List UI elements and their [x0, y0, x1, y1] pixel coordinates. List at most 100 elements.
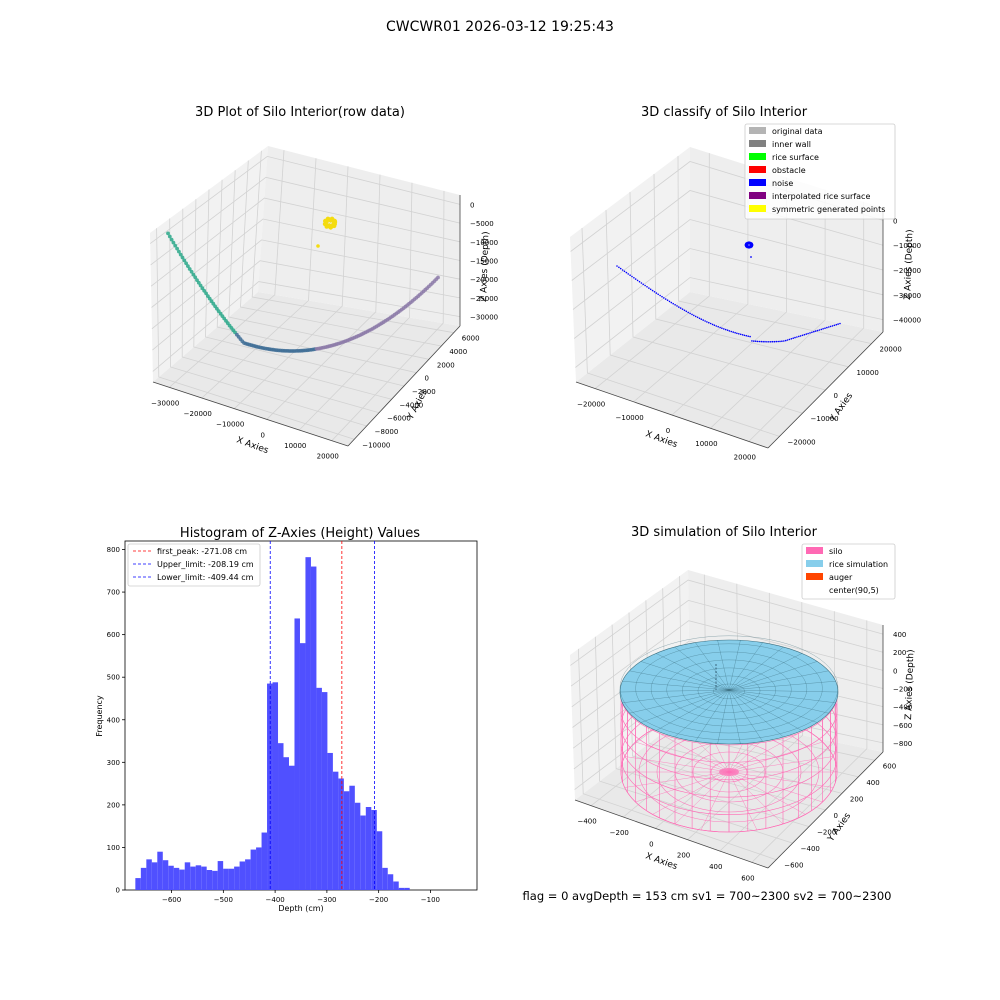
histogram-bar [234, 866, 240, 890]
silo-bottom-spoke [652, 771, 730, 815]
classify-left-pane [570, 147, 690, 382]
raw-data-point [191, 272, 196, 277]
raw-y-gridline [169, 218, 367, 427]
noise-point [640, 282, 643, 284]
noise-point [756, 340, 759, 343]
noise-point [655, 292, 658, 294]
histogram-y-tick-label: 200 [107, 801, 120, 809]
histogram-y-tick-label: 600 [107, 631, 120, 639]
noise-point [719, 326, 721, 329]
raw-y-tick: 4000 [449, 348, 467, 356]
noise-point [779, 340, 781, 343]
rice-surface-mesh-spoke [728, 689, 763, 742]
raw-y-tick: −10000 [362, 441, 390, 449]
noise-point [839, 322, 841, 325]
histogram-legend: first_peak: -271.08 cm Upper_limit: -208.… [127, 543, 261, 587]
rice-surface-mesh-spoke [695, 642, 730, 691]
histogram-x-tick-label: −300 [317, 896, 336, 904]
noise-point [648, 287, 650, 289]
noise-point [792, 337, 794, 340]
raw-x-gridline [266, 174, 381, 420]
histogram-bar [283, 757, 289, 890]
simulation-z-tick: −200 [893, 686, 912, 694]
simulation-legend-frame [801, 543, 896, 600]
classify-x-tick: 0 [666, 427, 670, 435]
classify-x-tick: −20000 [577, 401, 605, 409]
histogram-bar [261, 832, 268, 890]
histogram-bar [157, 851, 163, 890]
simulation-y-gridline [645, 600, 843, 794]
simulation-x-tick: 0 [649, 840, 653, 848]
classify-plot-title: 3D classify of Silo Interior [641, 105, 808, 120]
histogram-bar [212, 870, 218, 890]
noise-point [638, 280, 641, 283]
noise-point [706, 321, 708, 323]
histogram-bar [179, 869, 185, 890]
raw-x-tick: 0 [261, 431, 265, 439]
classify-legend-label: obstacle [772, 166, 806, 175]
rice-surface-mesh-ring [713, 683, 745, 699]
raw-z-gridline [152, 260, 461, 351]
noise-point [796, 336, 798, 338]
raw-x-axis-line [152, 381, 349, 447]
noise-point [670, 301, 673, 304]
classify-legend-frame [744, 123, 896, 220]
raw-y-tick: −4000 [400, 401, 424, 409]
rice-surface-mesh-spoke [622, 689, 730, 703]
noise-point [664, 298, 667, 300]
rice-surface [619, 635, 839, 745]
raw-data-point [175, 246, 180, 251]
raw-y-tick: −6000 [387, 415, 411, 423]
noise-point [760, 340, 763, 343]
noise-point [679, 307, 682, 309]
raw-y-tick: −2000 [412, 388, 436, 396]
raw-z-gridline [151, 218, 461, 308]
rice-surface-mesh-spoke [695, 689, 730, 742]
histogram-bar [195, 865, 202, 890]
classify-legend-label: original data [772, 127, 823, 136]
noise-point [739, 333, 742, 336]
noise-point [813, 330, 815, 333]
noise-point [698, 317, 701, 320]
noise-point [668, 300, 671, 303]
raw-cluster-point [332, 218, 337, 224]
classify-3d-plot: 3D classify of Silo Interior −20000 −1000… [570, 105, 921, 461]
raw-cluster-point [316, 244, 320, 248]
raw-data-point [186, 264, 190, 268]
histogram-bar [387, 874, 394, 890]
histogram-legend-frame [127, 543, 261, 587]
simulation-z-tick: −400 [893, 704, 912, 712]
noise-point [751, 340, 753, 342]
classify-plot-points [616, 241, 841, 343]
raw-data-point [178, 252, 183, 257]
histogram-bar [278, 743, 284, 890]
noise-point [790, 338, 793, 340]
histogram-bar [173, 867, 180, 890]
simulation-z-tick: 0 [893, 667, 897, 675]
noise-point [619, 267, 622, 270]
noise-point [745, 334, 748, 337]
raw-y-tick: −8000 [375, 428, 399, 436]
noise-point [781, 340, 783, 343]
histogram-bar [223, 868, 229, 890]
noise-point [623, 270, 626, 273]
rice-surface-mesh-spoke [674, 689, 730, 738]
simulation-y-gridline [628, 612, 826, 811]
classify-legend: original data inner wall rice surface obsta… [744, 123, 896, 220]
histogram-y-tick-label: 0 [116, 887, 120, 895]
noise-point [721, 327, 723, 330]
histogram-bar [217, 861, 224, 890]
silo-bottom-spoke [728, 741, 823, 773]
rice-surface-mesh-spoke [728, 670, 829, 691]
rice-surface-mesh-spoke [728, 689, 802, 731]
raw-z-tick: −30000 [470, 314, 498, 322]
histogram-bar [382, 867, 388, 890]
noise-point [826, 326, 828, 329]
raw-x-tick: 10000 [284, 442, 306, 450]
silo-bottom-spoke [728, 729, 806, 773]
classify-plot-ylabel: Y Axies [828, 391, 856, 424]
rice-surface-mesh-spoke [728, 642, 763, 691]
rice-surface-mesh-spoke [640, 661, 730, 691]
noise-point [730, 330, 733, 333]
